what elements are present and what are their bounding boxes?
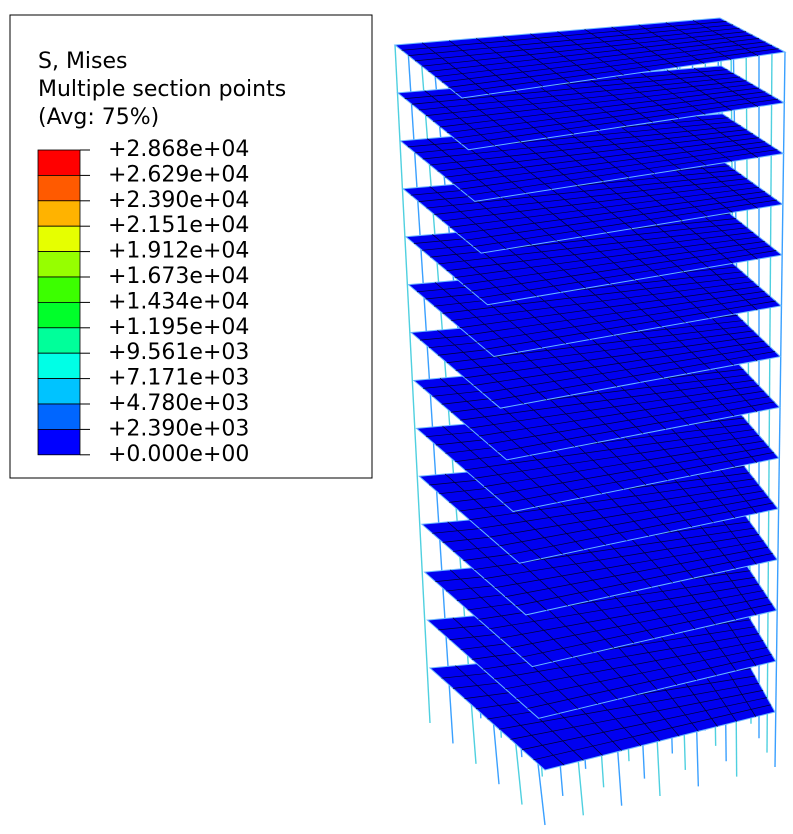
legend-level: +1.195e+04 [108, 315, 249, 340]
legend-swatch [38, 201, 80, 226]
legend-swatch [38, 404, 80, 429]
legend-level: +0.000e+00 [108, 442, 249, 467]
legend-swatch [38, 302, 80, 327]
legend-level: +2.868e+04 [108, 137, 249, 162]
legend-swatch [38, 328, 80, 353]
legend-swatch [38, 252, 80, 277]
legend-level: +2.390e+03 [108, 416, 249, 441]
legend-swatch [38, 226, 80, 251]
model [395, 18, 785, 825]
viewport: S, Mises Multiple section points (Avg: 7… [0, 0, 793, 830]
legend-level: +1.912e+04 [108, 239, 249, 264]
legend-level: +1.673e+04 [108, 264, 249, 289]
legend-swatch [38, 379, 80, 404]
legend-level: +2.390e+04 [108, 188, 249, 213]
legend-level: +7.171e+03 [108, 366, 249, 391]
legend-swatch [38, 150, 80, 175]
legend-subtitle: Multiple section points [38, 77, 286, 102]
legend-bar: +2.868e+04+2.629e+04+2.390e+04+2.151e+04… [38, 137, 249, 467]
legend-title: S, Mises [38, 49, 128, 74]
legend-level: +4.780e+03 [108, 391, 249, 416]
legend-swatch [38, 175, 80, 200]
legend-swatch [38, 277, 80, 302]
column [775, 52, 785, 767]
legend-level: +9.561e+03 [108, 340, 249, 365]
legend-swatch [38, 353, 80, 378]
legend-swatch [38, 429, 80, 454]
legend-level: +2.629e+04 [108, 162, 249, 187]
legend-averaging: (Avg: 75%) [38, 105, 159, 130]
legend-level: +2.151e+04 [108, 213, 249, 238]
legend-level: +1.434e+04 [108, 289, 249, 314]
